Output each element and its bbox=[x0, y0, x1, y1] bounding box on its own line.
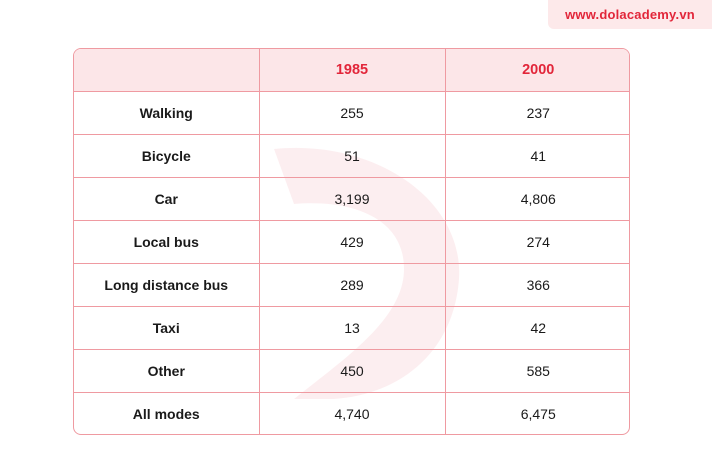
cell-1985: 429 bbox=[259, 220, 446, 264]
cell-2000: 274 bbox=[445, 220, 629, 264]
table-header-row: 1985 2000 bbox=[74, 49, 629, 92]
cell-1985: 4,740 bbox=[259, 392, 446, 434]
cell-2000: 585 bbox=[445, 349, 629, 393]
cell-1985: 3,199 bbox=[259, 177, 446, 221]
website-link[interactable]: www.dolacademy.vn bbox=[565, 7, 695, 22]
header-1985: 1985 bbox=[259, 49, 446, 92]
table-row-taxi: Taxi 13 42 bbox=[74, 306, 629, 350]
data-table-container: 1985 2000 Walking 255 237 Bicycle 51 41 … bbox=[73, 48, 630, 435]
cell-1985: 13 bbox=[259, 306, 446, 350]
row-label: Taxi bbox=[74, 306, 260, 350]
cell-1985: 255 bbox=[259, 91, 446, 135]
table-row-long-distance-bus: Long distance bus 289 366 bbox=[74, 263, 629, 307]
row-label: Other bbox=[74, 349, 260, 393]
table-row-other: Other 450 585 bbox=[74, 349, 629, 393]
table-row-local-bus: Local bus 429 274 bbox=[74, 220, 629, 264]
table-row-car: Car 3,199 4,806 bbox=[74, 177, 629, 221]
row-label: Car bbox=[74, 177, 260, 221]
row-label: All modes bbox=[74, 392, 260, 434]
table-row-bicycle: Bicycle 51 41 bbox=[74, 134, 629, 178]
cell-2000: 4,806 bbox=[445, 177, 629, 221]
cell-1985: 289 bbox=[259, 263, 446, 307]
transport-table: 1985 2000 Walking 255 237 Bicycle 51 41 … bbox=[74, 49, 629, 434]
cell-2000: 237 bbox=[445, 91, 629, 135]
table-row-walking: Walking 255 237 bbox=[74, 91, 629, 135]
cell-2000: 6,475 bbox=[520, 406, 556, 422]
brand-badge[interactable]: www.dolacademy.vn bbox=[548, 0, 712, 29]
row-label: Bicycle bbox=[74, 134, 260, 178]
cell-1985: 450 bbox=[259, 349, 446, 393]
cell-2000: 366 bbox=[445, 263, 629, 307]
cell-2000: 42 bbox=[445, 306, 629, 350]
cell-1985: 51 bbox=[259, 134, 446, 178]
row-label: Local bus bbox=[74, 220, 260, 264]
row-label: Walking bbox=[74, 91, 260, 135]
cell-2000: 41 bbox=[445, 134, 629, 178]
header-corner-cell bbox=[74, 49, 260, 92]
row-label: Long distance bus bbox=[74, 263, 260, 307]
header-2000: 2000 bbox=[445, 49, 629, 92]
table-row-all-modes: All modes 4,740 6,475 bbox=[74, 392, 629, 434]
